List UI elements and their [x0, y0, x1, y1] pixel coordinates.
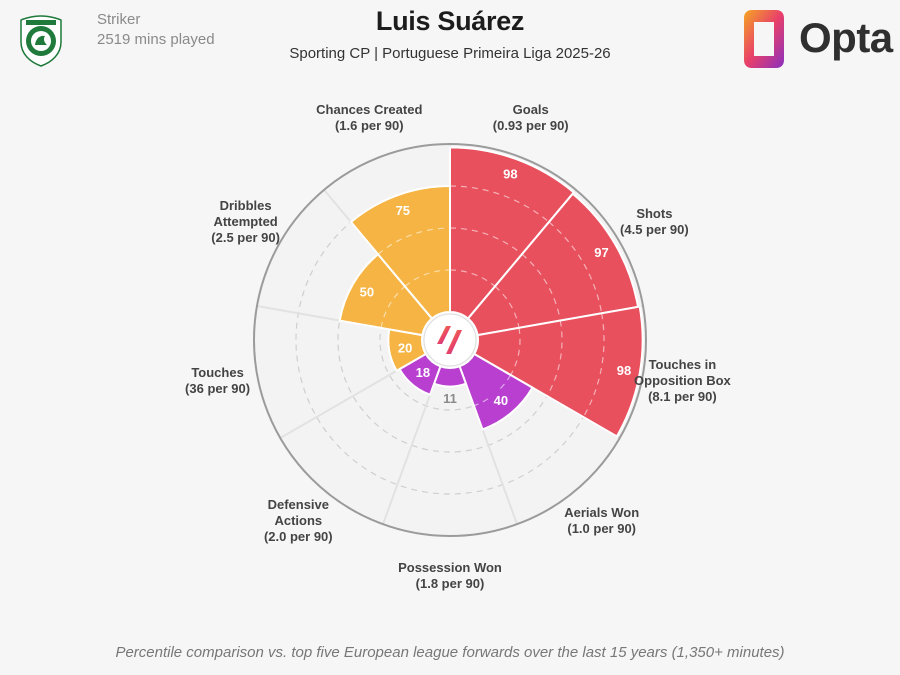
metric-stat: (0.93 per 90)	[493, 118, 569, 133]
value-badge	[391, 201, 414, 220]
minutes-played: 2519 mins played	[97, 31, 215, 48]
metric-label-shots: Shots(4.5 per 90)	[620, 206, 689, 237]
title-block: Luis Suárez Sporting CP | Portuguese Pri…	[0, 6, 900, 62]
metric-label-aerials-won: Aerials Won(1.0 per 90)	[564, 505, 639, 536]
value-label-dribbles-attempted: 50	[360, 285, 374, 300]
metric-name: Dribbles	[220, 198, 272, 213]
metric-name: Defensive	[268, 497, 329, 512]
center-badge	[423, 313, 477, 367]
metric-name: Possession Won	[398, 560, 502, 575]
value-label-touches-in-opposition-box: 98	[617, 363, 631, 378]
radar-wedges	[338, 146, 644, 438]
wedge-grid-arc	[582, 313, 605, 418]
wedge-grid-arc	[521, 253, 561, 321]
metric-label-chances-created: Chances Created(1.6 per 90)	[316, 102, 422, 133]
wedge-grid-arc	[546, 320, 563, 397]
value-label-defensive-actions: 18	[416, 365, 430, 380]
metric-stat: (2.0 per 90)	[264, 529, 333, 544]
metric-stat: (1.0 per 90)	[567, 521, 636, 536]
value-label-chances-created: 75	[396, 203, 410, 218]
wedge-grid-arc	[548, 221, 603, 314]
value-labels: 98 97 98 40 11 18 20 50 75	[355, 165, 635, 410]
value-badge	[489, 391, 512, 410]
page-title: Luis Suárez	[375, 6, 525, 36]
wedge-chances-created	[349, 184, 451, 320]
wedge-grid-arc	[449, 227, 523, 255]
metric-label-touches: Touches(36 per 90)	[185, 365, 250, 396]
opta-logo-icon	[744, 10, 784, 68]
value-badge	[612, 361, 635, 380]
wedge-grid-arc	[510, 327, 521, 376]
metric-name: Shots	[636, 206, 672, 221]
wedge-shots	[466, 192, 640, 337]
wedge-goals	[449, 146, 576, 320]
metric-name: Goals	[513, 102, 549, 117]
value-label-shots: 97	[594, 245, 608, 260]
value-badge	[499, 165, 522, 184]
value-badge	[355, 283, 378, 301]
metric-label-goals: Goals(0.93 per 90)	[493, 102, 569, 133]
metric-name: Opposition Box	[634, 373, 732, 388]
center-stripe-icon	[437, 326, 451, 344]
metric-name: Attempted	[213, 214, 277, 229]
metric-labels: Goals(0.93 per 90) Shots(4.5 per 90) Touch…	[185, 102, 732, 591]
wedge-grid-arc	[380, 285, 406, 328]
metric-name: Touches	[191, 365, 244, 380]
wedge-grid-arc	[449, 185, 550, 223]
player-position: Striker	[97, 11, 141, 28]
metric-name: Aerials Won	[564, 505, 639, 520]
sporting-crest-logo	[20, 15, 62, 67]
wedge-dribbles-attempted	[338, 252, 434, 337]
value-label-aerials-won: 40	[494, 393, 508, 408]
center-stripe-icon	[446, 330, 462, 354]
metric-stat: (1.8 per 90)	[416, 576, 485, 591]
metric-stat: (2.5 per 90)	[211, 230, 280, 245]
player-meta: Striker 2519 mins played	[97, 10, 215, 50]
wedge-touches-in-opposition-box	[472, 305, 644, 438]
page-subtitle: Sporting CP | Portuguese Primeira Liga 2…	[289, 45, 611, 62]
metric-stat: (8.1 per 90)	[648, 389, 717, 404]
metric-stat: (4.5 per 90)	[620, 222, 689, 237]
metric-name: Actions	[274, 513, 322, 528]
value-label-goals: 98	[503, 167, 517, 182]
wedge-grid-arc	[449, 269, 496, 287]
metric-stat: (36 per 90)	[185, 381, 250, 396]
value-label-possession-won: 11	[443, 391, 457, 406]
value-badge	[394, 338, 417, 357]
metric-label-possession-won: Possession Won(1.8 per 90)	[398, 560, 502, 591]
wedge-grid-arc	[377, 227, 451, 255]
wedge-grid-arc	[404, 269, 451, 287]
metric-stat: (1.6 per 90)	[335, 118, 404, 133]
value-label-touches: 20	[398, 340, 412, 355]
radar-outer-ring	[253, 143, 647, 537]
footnote: Percentile comparison vs. top five Europ…	[115, 644, 785, 661]
metric-name: Touches in	[649, 357, 717, 372]
center-disc	[423, 313, 477, 367]
metric-name: Chances Created	[316, 102, 422, 117]
opta-brand-name: Opta	[799, 14, 893, 61]
wedge-grid-arc	[494, 285, 520, 328]
value-badge	[590, 243, 613, 262]
value-badge	[411, 363, 434, 382]
